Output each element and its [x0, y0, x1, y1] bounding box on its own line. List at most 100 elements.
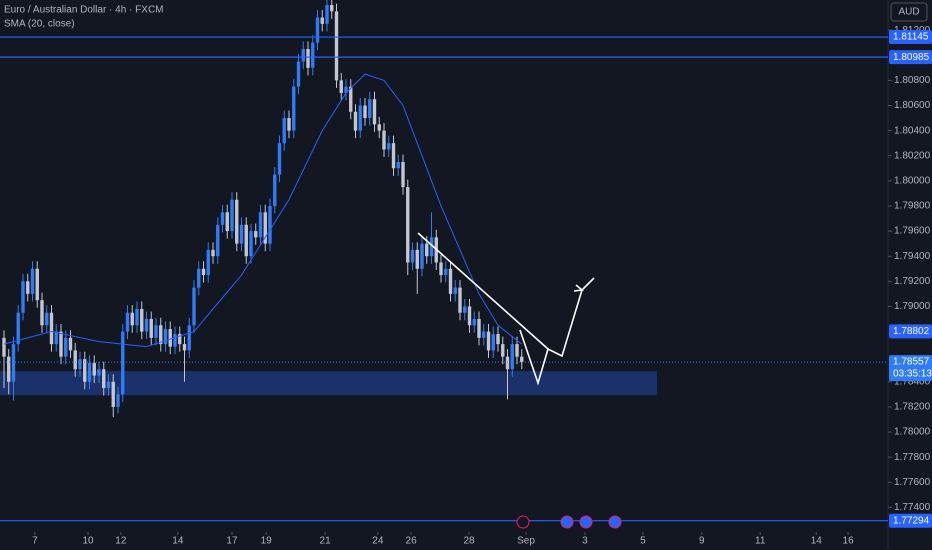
candle-body: [211, 249, 215, 257]
candle-body: [45, 312, 49, 326]
candle-body: [292, 86, 296, 131]
price-label-box: [889, 513, 932, 528]
candle-body: [163, 329, 168, 345]
y-tick-label: 1.78200: [894, 402, 931, 413]
event-icon[interactable]: [608, 515, 622, 529]
y-tick-label: 1.79200: [894, 276, 931, 287]
candle-body: [387, 143, 391, 150]
candle-body: [444, 268, 448, 276]
candle-body: [35, 268, 39, 301]
candle-body: [377, 124, 381, 131]
candle-body: [192, 287, 196, 326]
y-tick-label: 1.80200: [894, 150, 931, 161]
candle-body: [372, 99, 377, 125]
candle-body: [244, 224, 248, 257]
candle-body: [54, 331, 58, 345]
candle-body: [111, 381, 115, 407]
y-tick-label: 1.77600: [894, 477, 931, 488]
candle-body: [87, 362, 92, 382]
candle-body: [496, 334, 500, 345]
candle-body: [282, 118, 286, 144]
candle-body: [301, 48, 305, 62]
candle-body: [140, 308, 144, 332]
candle-body: [425, 243, 429, 257]
x-tick-label: 7: [32, 536, 38, 547]
candle-body: [220, 212, 225, 225]
currency-button[interactable]: [890, 2, 928, 22]
x-tick-label: 26: [406, 536, 418, 547]
price-label: 1.77294: [893, 515, 930, 526]
candle-body: [92, 362, 96, 376]
candle-body: [429, 237, 434, 257]
chart-title: Euro / Australian Dollar · 4h · FXCM: [4, 5, 164, 16]
candle-body: [410, 249, 415, 263]
candle-body: [467, 306, 472, 326]
countdown-label: 03:35:13: [893, 369, 932, 380]
candle-body: [486, 331, 491, 351]
candle-body: [78, 359, 82, 370]
candle-body: [296, 61, 301, 87]
candle-body: [149, 319, 153, 338]
candle-body: [320, 17, 324, 24]
candle-body: [187, 325, 191, 351]
candle-body: [201, 268, 206, 276]
candle-body: [173, 334, 177, 347]
x-tick-label: 21: [320, 536, 332, 547]
candle-body: [40, 300, 44, 326]
candle-body: [306, 48, 310, 68]
x-tick-label: 11: [755, 536, 766, 547]
candle-body: [239, 224, 244, 244]
candle-body: [135, 308, 139, 326]
candle-body: [358, 105, 362, 131]
price-label: 1.78802: [893, 326, 930, 337]
candle-body: [2, 337, 6, 357]
price-label-box: [889, 324, 932, 339]
candle-body: [197, 268, 201, 288]
y-tick-label: 1.78000: [894, 427, 931, 438]
event-icons: [516, 515, 622, 529]
x-tick-label: 14: [811, 536, 823, 547]
candle-body: [330, 5, 334, 12]
candle-body: [396, 162, 400, 169]
candle-body: [382, 130, 386, 150]
y-tick-label: 1.79000: [894, 301, 931, 312]
candle-body: [482, 331, 486, 338]
candle-body: [26, 281, 30, 294]
candle-body: [49, 312, 54, 345]
candle-body: [178, 334, 182, 345]
candle-body: [83, 359, 87, 382]
candle-body: [391, 143, 396, 169]
candle-body: [401, 162, 405, 188]
x-tick-label: 24: [372, 536, 384, 547]
y-tick-label: 1.80000: [894, 175, 931, 186]
event-icon[interactable]: [579, 515, 593, 529]
event-icon[interactable]: [516, 515, 530, 529]
y-tick-label: 1.77400: [894, 502, 931, 513]
candle-body: [505, 356, 510, 370]
x-tick-label: Sep: [517, 536, 535, 547]
candle-body: [106, 381, 111, 389]
candle-body: [458, 287, 462, 313]
candle-body: [344, 86, 348, 93]
candle-body: [515, 344, 519, 357]
candle-body: [30, 268, 35, 294]
x-tick-label: 9: [699, 536, 705, 547]
candle-body: [235, 199, 239, 244]
x-tick-label: 12: [115, 536, 127, 547]
candle-body: [501, 344, 505, 357]
y-tick-label: 1.80400: [894, 125, 931, 136]
candle-body: [311, 42, 315, 68]
candle-body: [144, 319, 149, 332]
candle-body: [277, 143, 282, 175]
candle-body: [11, 344, 16, 382]
event-icon[interactable]: [560, 515, 574, 529]
candle-body: [339, 80, 343, 93]
candle-body: [125, 312, 130, 332]
candle-body: [363, 105, 367, 119]
candle-body: [21, 281, 25, 313]
candle-body: [263, 212, 267, 244]
candle-body: [121, 331, 125, 395]
y-tick-label: 1.79400: [894, 251, 931, 262]
candle-body: [154, 325, 158, 338]
